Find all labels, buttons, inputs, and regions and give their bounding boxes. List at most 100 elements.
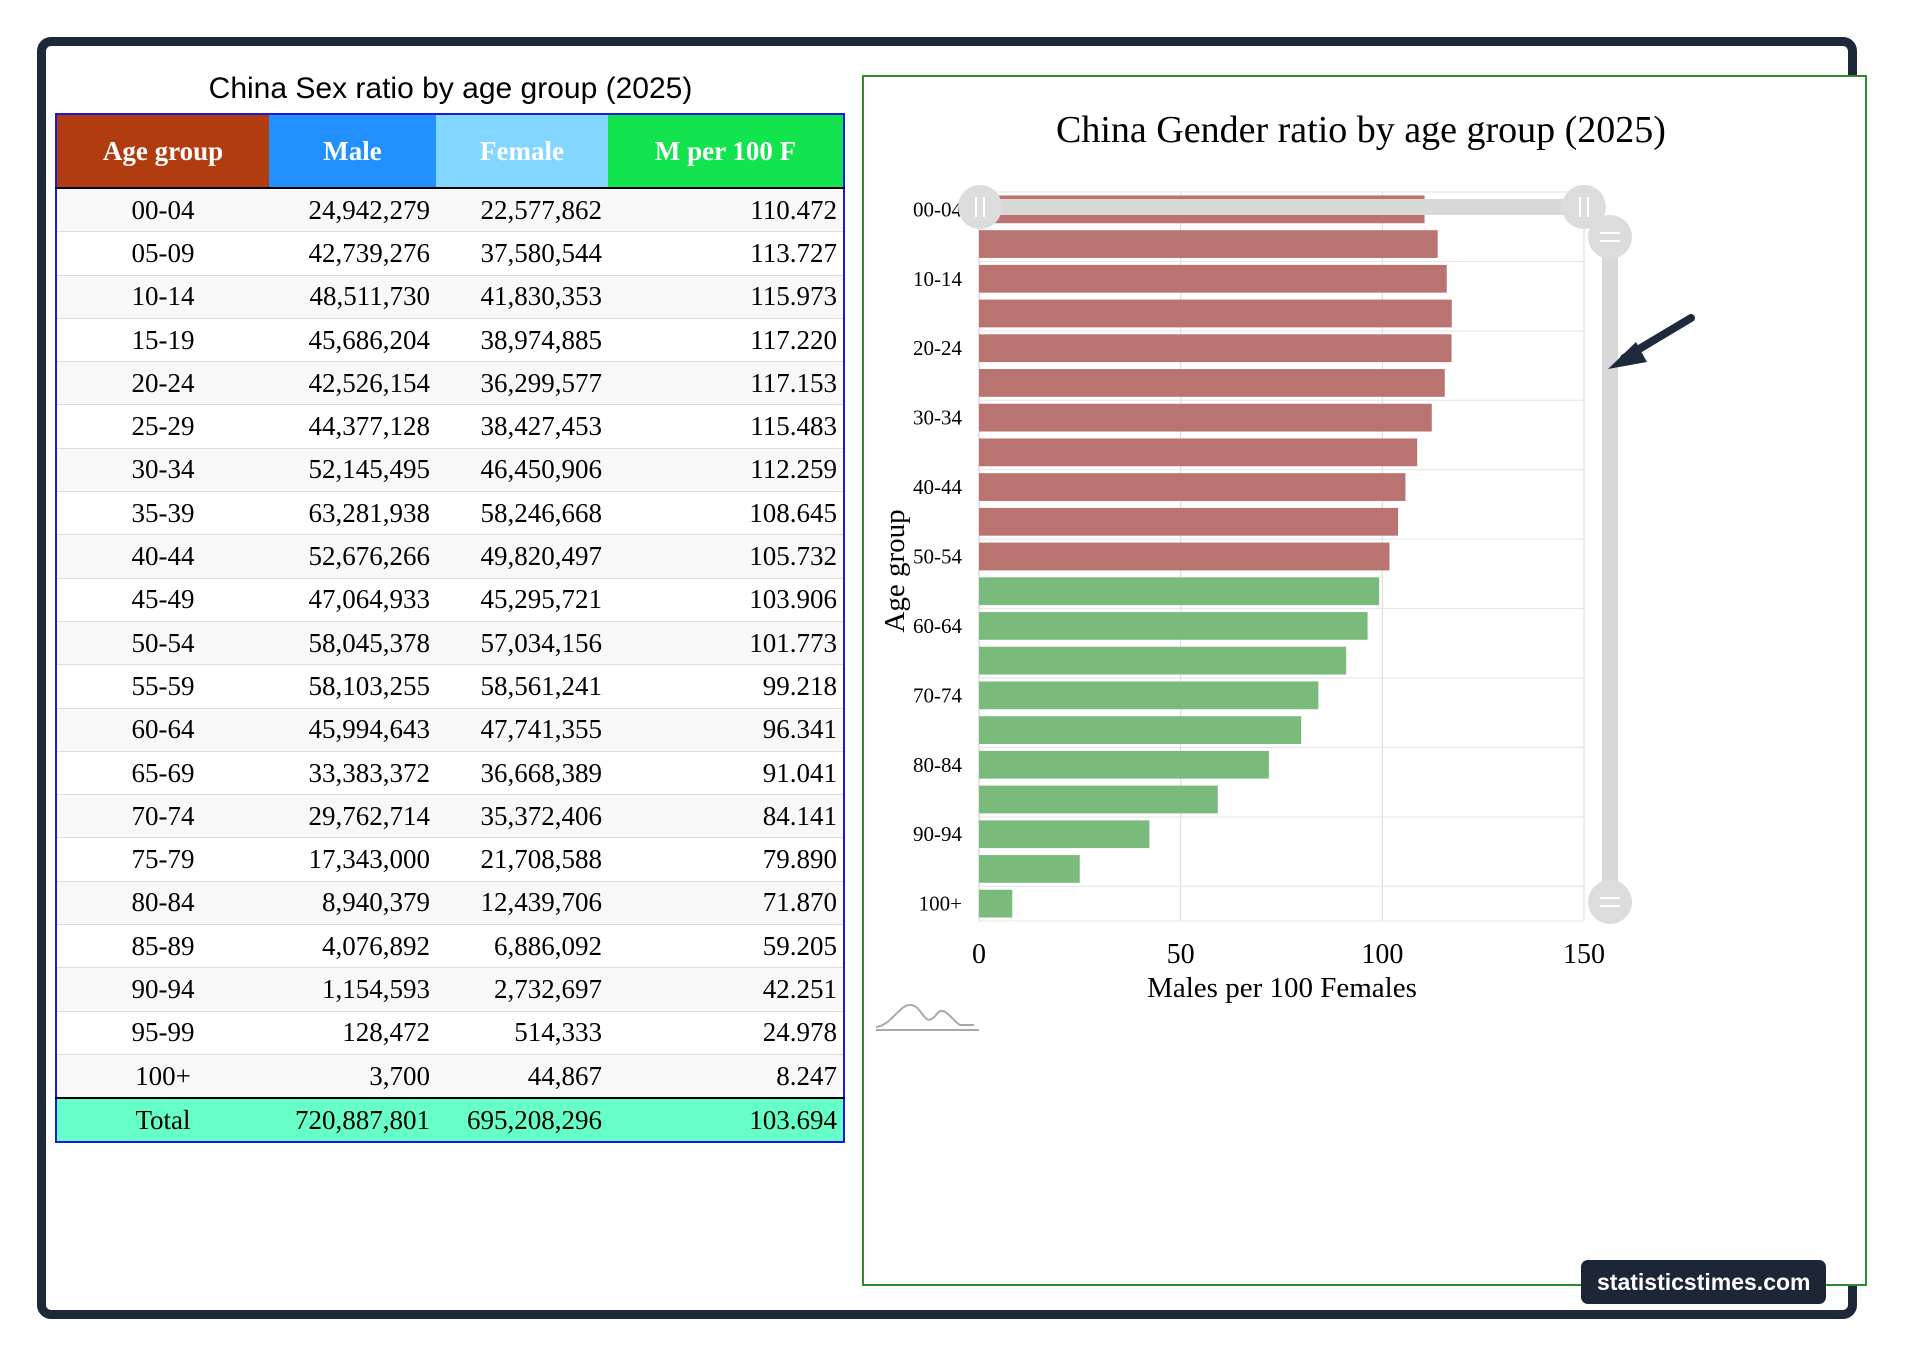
- age-group-cell: 00-04: [56, 187, 269, 233]
- age-group-cell: 60-64: [56, 708, 269, 752]
- x-tick-label: 100: [1361, 939, 1403, 970]
- bar-10-14[interactable]: [979, 264, 1447, 293]
- table-row: 65-69 33,383,372 36,668,389 91.041: [56, 751, 844, 796]
- x-tick-label: 150: [1563, 939, 1605, 970]
- y-tick-label: 90-94: [913, 822, 962, 846]
- ratio-cell: 113.727: [608, 231, 844, 276]
- bar-35-39[interactable]: [979, 438, 1418, 467]
- table-header-row: Age group Male Female M per 100 F: [56, 114, 844, 188]
- x-tick-label: 50: [1167, 939, 1195, 970]
- age-group-cell: 85-89: [56, 924, 269, 969]
- table-row: 50-54 58,045,378 57,034,156 101.773: [56, 621, 844, 666]
- female-cell: 36,668,389: [436, 751, 608, 796]
- female-cell: 38,427,453: [436, 404, 608, 449]
- age-group-cell: 15-19: [56, 318, 269, 363]
- table-row: 75-79 17,343,000 21,708,588 79.890: [56, 837, 844, 882]
- table-row: 20-24 42,526,154 36,299,577 117.153: [56, 361, 844, 406]
- x-tick-label: 0: [972, 939, 986, 970]
- bar-20-24[interactable]: [979, 334, 1452, 363]
- ratio-cell: 71.870: [608, 881, 844, 926]
- table-row: 90-94 1,154,593 2,732,697 42.251: [56, 967, 844, 1012]
- male-cell: 63,281,938: [269, 491, 436, 536]
- x-range-slider[interactable]: [958, 185, 1606, 229]
- y-slider-bottom-handle[interactable]: [1588, 880, 1632, 924]
- bar-40-44[interactable]: [979, 473, 1406, 501]
- table-row: 05-09 42,739,276 37,580,544 113.727: [56, 231, 844, 276]
- bar-65-69[interactable]: [979, 646, 1347, 675]
- female-cell: 46,450,906: [436, 448, 608, 493]
- y-axis-label: Age group: [879, 509, 911, 632]
- ratio-cell: 42.251: [608, 967, 844, 1012]
- x-slider-track[interactable]: [980, 199, 1584, 215]
- header-male[interactable]: Male: [269, 114, 436, 188]
- female-cell: 45,295,721: [436, 578, 608, 622]
- x-slider-left-handle[interactable]: [958, 185, 1002, 229]
- y-slider-track[interactable]: [1602, 237, 1618, 902]
- header-age-group[interactable]: Age group: [56, 114, 269, 188]
- bar-100+[interactable]: [979, 889, 1013, 918]
- female-cell: 21,708,588: [436, 837, 608, 882]
- age-group-cell: 05-09: [56, 231, 269, 276]
- male-cell: 33,383,372: [269, 751, 436, 796]
- age-group-cell: 40-44: [56, 534, 269, 579]
- total-label: Total: [56, 1097, 269, 1143]
- ratio-cell: 105.732: [608, 534, 844, 579]
- age-group-cell: 75-79: [56, 837, 269, 882]
- bar-75-79[interactable]: [979, 716, 1302, 744]
- y-tick-label: 40-44: [913, 475, 962, 499]
- header-ratio[interactable]: M per 100 F: [608, 114, 844, 188]
- bar-85-89[interactable]: [979, 785, 1218, 814]
- total-ratio: 103.694: [608, 1097, 844, 1143]
- chart-title: China Gender ratio by age group (2025): [1056, 109, 1666, 151]
- male-cell: 52,145,495: [269, 448, 436, 493]
- table-row: 00-04 24,942,279 22,577,862 110.472: [56, 187, 844, 233]
- female-cell: 6,886,092: [436, 924, 608, 969]
- table-row: 60-64 45,994,643 47,741,355 96.341: [56, 708, 844, 752]
- bar-50-54[interactable]: [979, 542, 1390, 571]
- ratio-cell: 91.041: [608, 751, 844, 796]
- male-cell: 17,343,000: [269, 837, 436, 882]
- female-cell: 58,561,241: [436, 664, 608, 709]
- bar-30-34[interactable]: [979, 403, 1432, 432]
- ratio-cell: 24.978: [608, 1011, 844, 1055]
- ratio-cell: 101.773: [608, 621, 844, 666]
- male-cell: 42,526,154: [269, 361, 436, 406]
- age-group-cell: 20-24: [56, 361, 269, 406]
- female-cell: 22,577,862: [436, 187, 608, 233]
- logo-icon: [875, 1003, 979, 1031]
- age-group-cell: 70-74: [56, 794, 269, 839]
- age-group-cell: 25-29: [56, 404, 269, 449]
- brand-badge[interactable]: statisticstimes.com: [1581, 1260, 1827, 1304]
- bar-70-74[interactable]: [979, 681, 1319, 710]
- bar-45-49[interactable]: [979, 507, 1399, 536]
- bar-25-29[interactable]: [979, 369, 1445, 397]
- table-row: 10-14 48,511,730 41,830,353 115.973: [56, 275, 844, 319]
- bar-05-09[interactable]: [979, 230, 1438, 258]
- female-cell: 514,333: [436, 1011, 608, 1055]
- female-cell: 57,034,156: [436, 621, 608, 666]
- y-slider-top-handle[interactable]: [1588, 215, 1632, 259]
- bar-95-99[interactable]: [979, 855, 1080, 883]
- male-cell: 24,942,279: [269, 187, 436, 233]
- bar-90-94[interactable]: [979, 820, 1150, 849]
- bars: [979, 195, 1452, 918]
- chart-svg: China Gender ratio by age group (2025) 0…: [875, 109, 1695, 1031]
- x-slider-right-handle[interactable]: [1562, 185, 1606, 229]
- total-female: 695,208,296: [436, 1097, 608, 1143]
- header-female[interactable]: Female: [436, 114, 608, 188]
- male-cell: 48,511,730: [269, 275, 436, 319]
- total-row: Total 720,887,801 695,208,296 103.694: [56, 1097, 844, 1143]
- bar-15-19[interactable]: [979, 299, 1452, 328]
- table-row: 100+ 3,700 44,867 8.247: [56, 1054, 844, 1099]
- total-male: 720,887,801: [269, 1097, 436, 1143]
- table-row: 25-29 44,377,128 38,427,453 115.483: [56, 404, 844, 449]
- male-cell: 4,076,892: [269, 924, 436, 969]
- y-range-slider[interactable]: [1588, 215, 1632, 924]
- bar-60-64[interactable]: [979, 612, 1368, 640]
- age-group-cell: 80-84: [56, 881, 269, 926]
- male-cell: 45,686,204: [269, 318, 436, 363]
- bar-80-84[interactable]: [979, 750, 1269, 779]
- bar-55-59[interactable]: [979, 577, 1380, 606]
- age-group-cell: 65-69: [56, 751, 269, 796]
- ratio-cell: 110.472: [608, 187, 844, 233]
